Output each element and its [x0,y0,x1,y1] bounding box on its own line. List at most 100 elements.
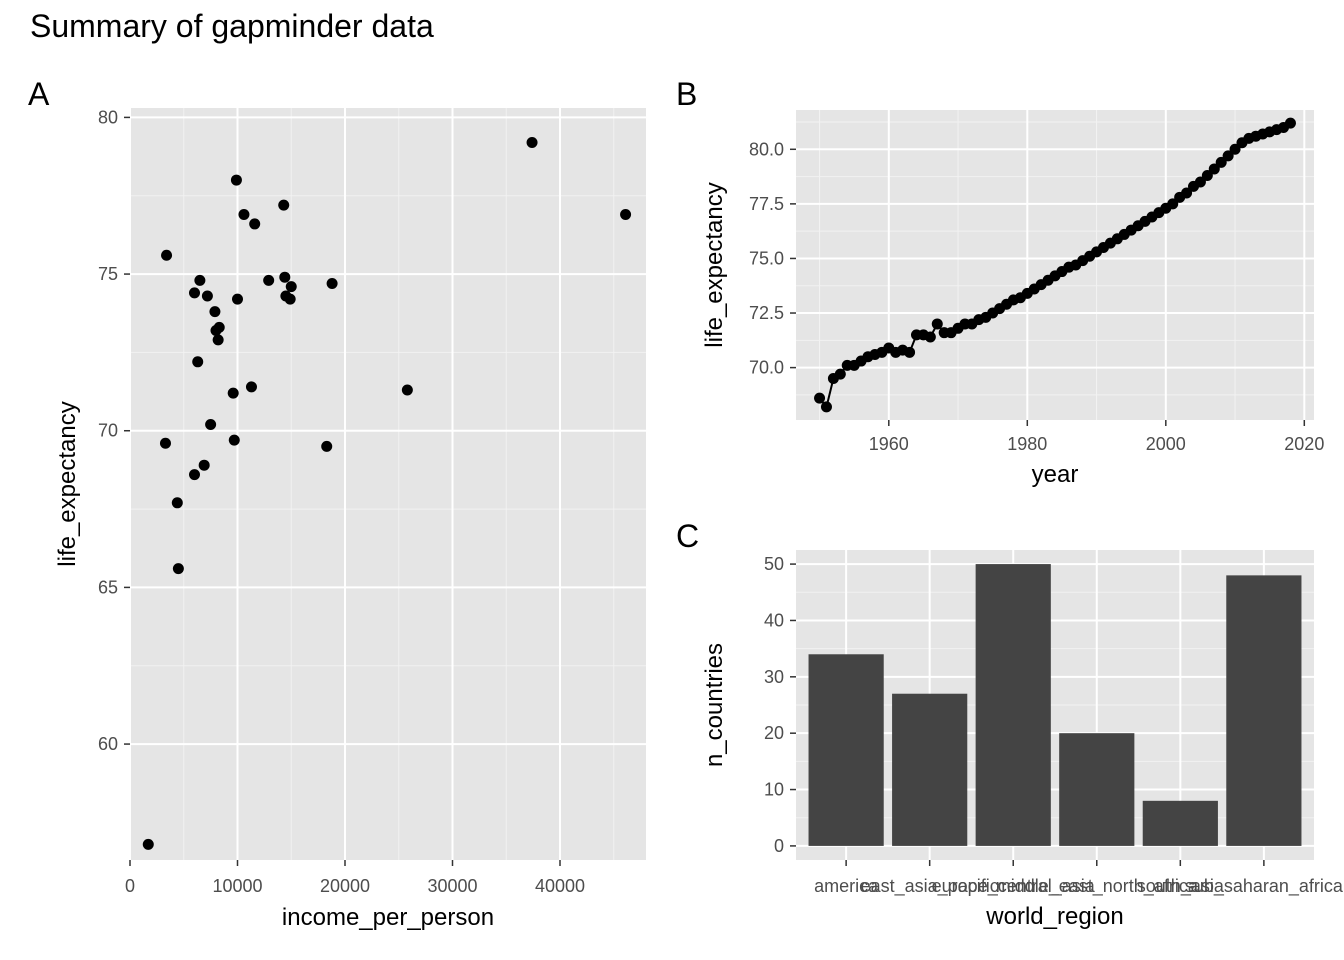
data-point [171,497,183,509]
data-point [213,321,225,333]
data-point [814,392,826,404]
data-point [1181,187,1193,199]
data-point [326,277,338,289]
y-tick-label: 10 [764,780,784,800]
scatter-panel: 0 10000 20000 30000 40000 60 65 70 75 80 income_pe… [54,107,646,931]
y-tick-label: 80.0 [749,139,784,159]
data-point [931,318,943,330]
data-point [285,281,297,293]
data-point [194,274,206,286]
bar-america [808,654,884,846]
data-point [249,218,261,230]
data-point [1167,198,1179,210]
data-point [401,384,413,396]
data-point [1284,117,1296,129]
panel-tag-c: C [676,518,700,554]
bar-middle_east_north_africa [1059,733,1135,846]
data-point [172,563,184,575]
bar-sub_saharan_africa [1226,575,1302,846]
data-point [904,346,916,358]
data-point [1201,169,1213,181]
x-tick-label: 0 [125,876,135,896]
x-tick-label: east_asia_pacific [861,876,999,897]
line-panel: 1960 1980 2000 2020 70.0 72.5 75.0 77.5 80.0 year… [701,110,1324,488]
plot-panel-bg [130,108,646,860]
y-axis-title: life_expectancy [701,182,728,347]
x-tick-label: europe_central_asia [932,876,1096,897]
data-point [159,437,171,449]
data-point [205,418,217,430]
y-tick-label: 80 [98,107,118,127]
y-tick-label: 0 [774,836,784,856]
y-tick-label: 20 [764,723,784,743]
panel-tag-a: A [28,76,50,112]
x-tick-label: 10000 [212,876,262,896]
bar-east_asia_pacific [892,693,968,846]
x-tick-label: 2000 [1146,434,1186,454]
y-tick-label: 65 [98,577,118,597]
data-point [263,274,275,286]
x-tick-label: 1960 [869,434,909,454]
y-tick-label: 60 [98,734,118,754]
bar-south_asia [1142,800,1218,846]
data-point [230,174,242,186]
x-axis-title: world_region [985,903,1123,930]
data-point [1222,150,1234,162]
data-point [238,209,250,221]
x-tick-label: middle_east_north_africa [996,876,1199,897]
data-point [201,290,213,302]
y-tick-label: 75 [98,264,118,284]
figure-title: Summary of gapminder data [30,8,434,44]
y-tick-label: 40 [764,610,784,630]
x-tick-label: 40000 [535,876,585,896]
y-axis-title: life_expectancy [54,401,81,566]
data-point [620,209,632,221]
data-point [142,838,154,850]
data-point [284,293,296,305]
data-point [198,459,210,471]
data-point [526,136,538,148]
data-point [278,199,290,211]
data-point [834,368,846,380]
x-axis-title: income_per_person [282,904,494,931]
x-axis-title: year [1032,461,1079,488]
data-point [192,356,204,368]
data-point [1194,176,1206,188]
x-tick-label: 30000 [427,876,477,896]
x-tick-label: 20000 [320,876,370,896]
data-point [279,271,291,283]
data-point [1208,163,1220,175]
panel-tag-b: B [676,76,698,112]
x-tick-label: 2020 [1284,434,1324,454]
data-point [189,287,200,299]
y-tick-label: 50 [764,554,784,574]
y-tick-label: 77.5 [749,194,784,214]
data-point [228,434,240,446]
data-point [209,306,221,318]
data-point [245,381,257,393]
data-point [1229,143,1241,155]
data-point [1215,156,1227,168]
data-point [232,293,243,305]
data-point [321,440,333,452]
data-point [820,401,832,413]
x-tick-label: 1980 [1007,434,1047,454]
x-tick-label: sub_saharan_africa [1185,876,1344,897]
bar-panel: 0 10 20 30 40 50 americaeast_asia_pacificeurop… [701,550,1344,930]
data-point [161,249,173,261]
y-tick-label: 75.0 [749,248,784,268]
bar-europe_central_asia [975,564,1051,846]
y-axis-title: n_countries [701,643,728,767]
data-point [227,387,239,399]
y-tick-label: 30 [764,667,784,687]
data-point [924,331,936,343]
x-tick-label: south_asia [1137,876,1225,897]
x-tick-label: america [814,876,879,896]
plot-panel-bg [796,110,1314,420]
data-point [212,334,224,346]
data-point [189,469,200,481]
y-tick-label: 72.5 [749,303,784,323]
y-tick-label: 70.0 [749,358,784,378]
y-tick-label: 70 [98,421,118,441]
